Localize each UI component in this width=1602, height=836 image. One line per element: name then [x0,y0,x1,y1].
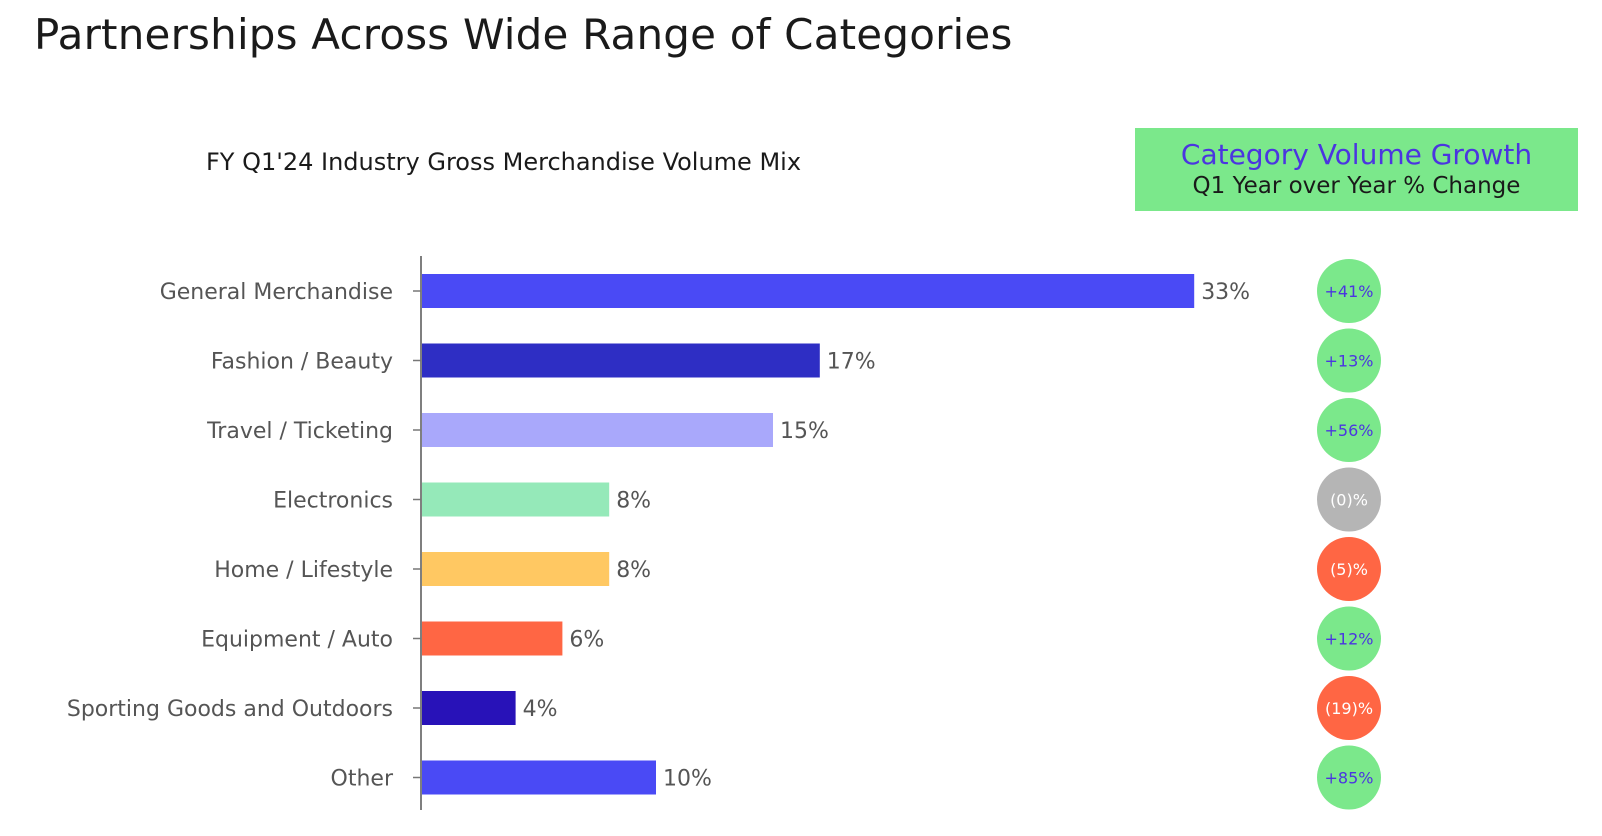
category-label: Home / Lifestyle [214,558,393,583]
page-title: Partnerships Across Wide Range of Catego… [34,10,1013,59]
bar [422,621,563,656]
growth-circle [1317,467,1381,532]
growth-panel-title: Category Volume Growth [1180,138,1533,171]
bar-value-label: 4% [523,697,558,722]
growth-value-label: (19)% [1325,699,1373,718]
growth-value-label: +13% [1325,352,1374,371]
category-label: Equipment / Auto [201,628,393,653]
bar [422,760,656,795]
category-label: General Merchandise [160,280,393,305]
bar [422,691,516,725]
bar-value-label: 33% [1201,280,1250,305]
growth-value-label: (0)% [1330,491,1368,510]
bar-value-label: 17% [827,350,876,375]
bar [422,552,610,586]
growth-circle [1317,537,1381,601]
bar [422,482,610,517]
bar [422,274,1195,308]
chart-title: FY Q1'24 Industry Gross Merchandise Volu… [206,148,802,176]
growth-circle [1317,259,1381,323]
growth-circle [1317,606,1381,671]
growth-panel-header: Category Volume Growth Q1 Year over Year… [1135,128,1578,211]
bar [422,343,820,378]
growth-circle [1317,398,1381,462]
category-label: Other [331,767,394,792]
category-label: Sporting Goods and Outdoors [67,697,393,722]
growth-value-label: +12% [1325,630,1374,649]
growth-value-label: (5)% [1330,560,1368,579]
bar-value-label: 6% [569,628,604,653]
growth-value-label: +41% [1325,282,1374,301]
category-label: Fashion / Beauty [211,350,393,375]
category-label: Travel / Ticketing [206,419,393,444]
growth-circle [1317,745,1381,810]
bar-value-label: 8% [616,558,651,583]
bar [422,413,773,447]
category-label: Electronics [273,489,393,514]
growth-value-label: +56% [1325,421,1374,440]
growth-circle [1317,676,1381,740]
bar-value-label: 10% [663,767,712,792]
growth-panel-subtitle: Q1 Year over Year % Change [1192,173,1521,199]
growth-circle [1317,328,1381,393]
bar-value-label: 15% [780,419,829,444]
growth-value-label: +85% [1325,769,1374,788]
bar-value-label: 8% [616,489,651,514]
